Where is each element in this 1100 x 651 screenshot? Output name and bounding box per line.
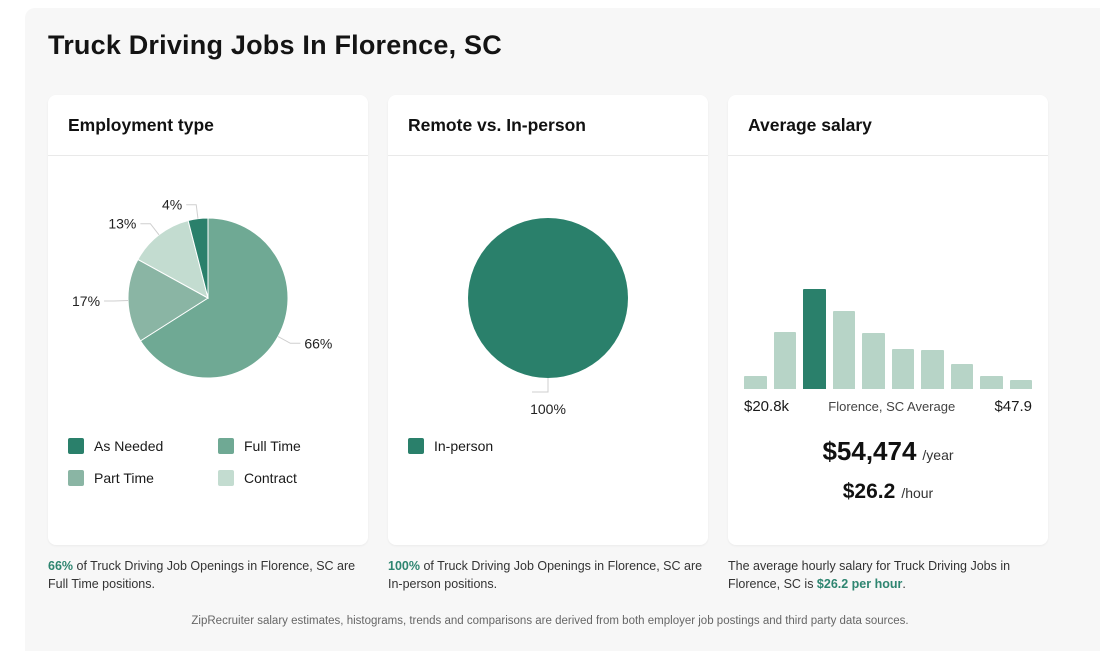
pie-leader-line [140, 223, 160, 236]
pie-slice-part-time [127, 258, 209, 342]
employment-type-pie-chart: 66% 17% 13% 4% [48, 156, 368, 420]
legend-item-part-time: Part Time [68, 470, 218, 486]
legend-swatch [68, 438, 84, 454]
legend-swatch [218, 470, 234, 486]
footnote-remote-inperson: 100% of Truck Driving Job Openings in Fl… [388, 557, 708, 593]
remote-inperson-legend: In-person [408, 438, 688, 454]
cards-row: Employment type 66% 17% 13% 4% As Needed Ful… [48, 95, 1048, 545]
card-title: Average salary [748, 114, 872, 135]
card-header: Average salary [728, 95, 1048, 156]
card-header: Remote vs. In-person [388, 95, 708, 156]
pie-slice-in-person [468, 218, 628, 378]
card-average-salary: Average salary $20.8k Florence, SC Avera… [728, 95, 1048, 545]
legend-label: As Needed [94, 438, 164, 454]
footnote-highlight: 66% [48, 559, 74, 573]
card-header: Employment type [48, 95, 368, 156]
histogram-bar [921, 350, 944, 389]
remote-inperson-pie-chart: 100% [388, 156, 708, 420]
histogram-bar [980, 376, 1003, 389]
salary-year-unit: /year [922, 447, 954, 463]
card-title: Remote vs. In-person [408, 114, 586, 135]
histogram-bar [744, 376, 767, 389]
salary-axis-row: $20.8k Florence, SC Average $47.9 [744, 398, 1032, 415]
footnote-highlight: $26.2 per hour [816, 577, 903, 591]
pie-percent-label: 17% [72, 293, 100, 309]
legend-item-as-needed: As Needed [68, 438, 218, 454]
axis-label-min: $20.8k [744, 398, 790, 415]
footnote-highlight: 100% [388, 559, 420, 573]
pie-slice-contract [137, 219, 209, 299]
histogram-bar [1009, 380, 1032, 389]
histogram-bar [773, 332, 796, 389]
pie-slice-full-time [139, 217, 289, 379]
card-title: Employment type [68, 114, 214, 135]
footnotes-row: 66% of Truck Driving Job Openings in Flo… [48, 557, 1048, 593]
pie-percent-label: 13% [108, 216, 136, 232]
salary-hour-unit: /hour [901, 485, 934, 501]
pie-leader-line [532, 378, 549, 393]
histogram-bar [950, 364, 973, 389]
pie-slice-as-needed [187, 217, 209, 299]
card-remote-vs-inperson: Remote vs. In-person 100% In-person [388, 95, 708, 545]
pie-percent-label: 4% [162, 197, 182, 213]
legend-label: Full Time [244, 438, 301, 454]
footnote-text: of Truck Driving Job Openings in Florenc… [388, 559, 703, 591]
histogram-bar [862, 333, 885, 389]
legend-item-contract: Contract [218, 470, 348, 486]
footnote-average-salary: The average hourly salary for Truck Driv… [728, 557, 1048, 593]
histogram-bar [891, 349, 914, 389]
footnote-text: . [902, 577, 906, 591]
legend-label: Part Time [94, 470, 154, 486]
axis-label-average: Florence, SC Average [828, 399, 956, 414]
salary-per-hour: $26.2/hour [728, 480, 1048, 504]
salary-hour-value: $26.2 [842, 480, 896, 503]
salary-histogram [744, 289, 1032, 389]
histogram-bar-highlighted [803, 289, 826, 389]
employment-type-legend: As Needed Full Time Part Time Contract [68, 438, 348, 486]
pie-leader-line [186, 204, 199, 219]
footnote-employment-type: 66% of Truck Driving Job Openings in Flo… [48, 557, 368, 593]
page-title: Truck Driving Jobs In Florence, SC [48, 30, 502, 60]
salary-per-year: $54,474/year [728, 436, 1048, 467]
legend-swatch [218, 438, 234, 454]
legend-label: In-person [434, 438, 494, 454]
histogram-bar [832, 311, 855, 389]
pie-leader-line [277, 336, 301, 344]
footnote-text: The average hourly salary for Truck Driv… [728, 559, 1011, 591]
pie-percent-label: 66% [304, 335, 332, 351]
salary-year-value: $54,474 [822, 436, 917, 466]
legend-item-full-time: Full Time [218, 438, 348, 454]
pie-percent-label: 100% [530, 401, 566, 417]
legend-swatch [68, 470, 84, 486]
legend-swatch [408, 438, 424, 454]
footnote-text: of Truck Driving Job Openings in Florenc… [48, 559, 356, 591]
legend-item-in-person: In-person [408, 438, 558, 454]
axis-label-max: $47.9 [994, 398, 1032, 415]
disclaimer-text: ZipRecruiter salary estimates, histogram… [191, 615, 909, 627]
card-employment-type: Employment type 66% 17% 13% 4% As Needed Ful… [48, 95, 368, 545]
legend-label: Contract [244, 470, 297, 486]
